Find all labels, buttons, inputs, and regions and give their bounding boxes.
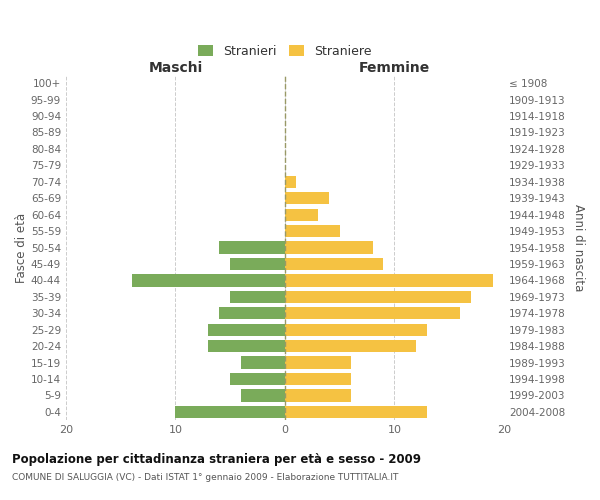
Text: Maschi: Maschi — [148, 61, 203, 75]
Bar — [285, 356, 350, 369]
Bar — [241, 390, 285, 402]
Bar — [219, 307, 285, 320]
Bar — [285, 373, 350, 385]
Bar — [219, 242, 285, 254]
Bar — [175, 406, 285, 418]
Bar — [285, 390, 350, 402]
Bar — [285, 340, 416, 352]
Bar — [285, 258, 383, 270]
Y-axis label: Fasce di età: Fasce di età — [15, 212, 28, 282]
Bar — [285, 242, 373, 254]
Bar — [285, 176, 296, 188]
Text: Femmine: Femmine — [359, 61, 430, 75]
Bar — [285, 208, 318, 221]
Bar — [241, 356, 285, 369]
Text: COMUNE DI SALUGGIA (VC) - Dati ISTAT 1° gennaio 2009 - Elaborazione TUTTITALIA.I: COMUNE DI SALUGGIA (VC) - Dati ISTAT 1° … — [12, 472, 398, 482]
Bar — [285, 406, 427, 418]
Bar — [230, 373, 285, 385]
Bar — [285, 290, 471, 303]
Bar — [285, 324, 427, 336]
Bar — [285, 192, 329, 204]
Bar — [285, 307, 460, 320]
Y-axis label: Anni di nascita: Anni di nascita — [572, 204, 585, 291]
Bar — [131, 274, 285, 286]
Bar — [230, 290, 285, 303]
Bar — [230, 258, 285, 270]
Text: Popolazione per cittadinanza straniera per età e sesso - 2009: Popolazione per cittadinanza straniera p… — [12, 452, 421, 466]
Bar — [285, 225, 340, 237]
Bar — [208, 324, 285, 336]
Bar — [208, 340, 285, 352]
Bar — [285, 274, 493, 286]
Legend: Stranieri, Straniere: Stranieri, Straniere — [193, 40, 377, 63]
